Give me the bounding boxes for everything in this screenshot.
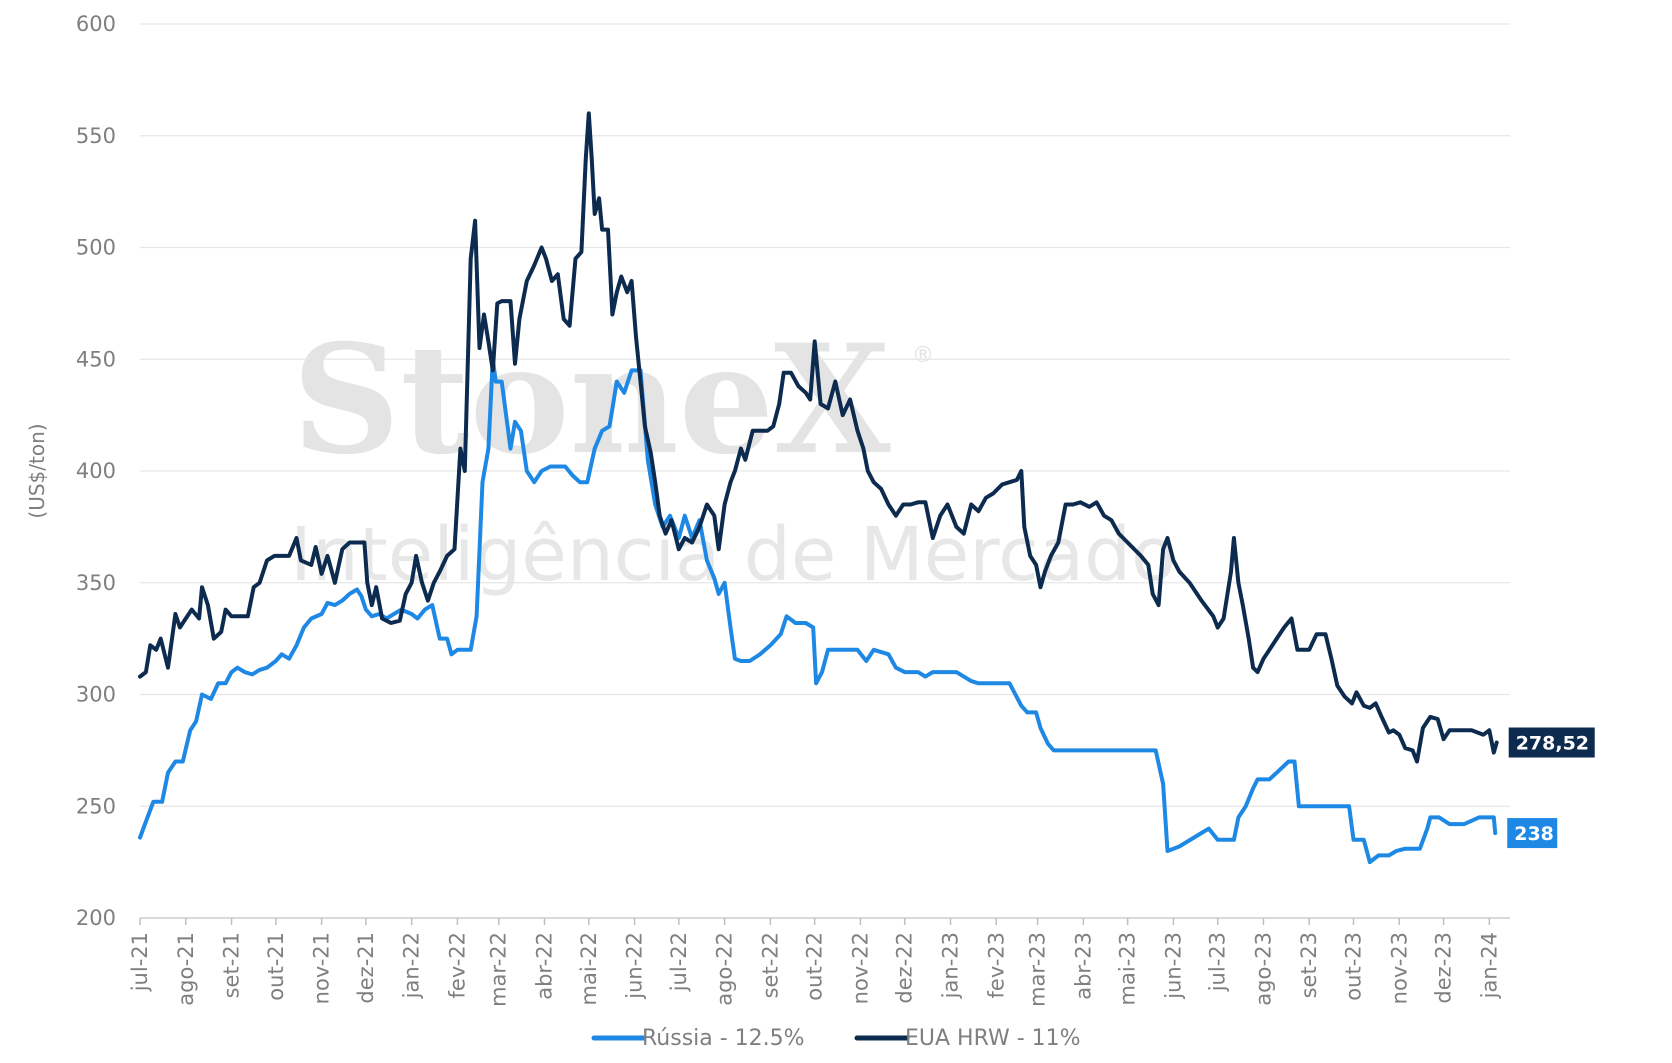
x-tick-label: jan-22: [400, 932, 424, 999]
stonex-watermark: StoneX ® Inteligência de Mercado: [290, 312, 1176, 598]
x-tick-label: fev-23: [984, 932, 1008, 998]
gridlines: [140, 23, 1510, 919]
end-labels: 238 278,52: [1507, 727, 1595, 849]
x-tick-label: jul-23: [1206, 932, 1230, 992]
x-tick-label: out-23: [1342, 932, 1366, 1001]
x-tick-label: abr-22: [533, 932, 557, 1000]
y-tick-label: 300: [76, 683, 116, 707]
x-tick-label: mai-23: [1116, 932, 1140, 1005]
x-tick-label: fev-22: [445, 932, 469, 998]
end-label-value: 238: [1514, 823, 1554, 845]
x-tick-label: nov-23: [1387, 932, 1411, 1004]
y-tick-label: 200: [76, 906, 116, 930]
x-tick-label: set-23: [1297, 932, 1321, 998]
y-tick-label: 450: [76, 347, 116, 371]
x-tick-label: jan-23: [938, 932, 962, 999]
x-tick-label: set-22: [758, 932, 782, 998]
y-tick-label: 350: [76, 571, 116, 595]
watermark-registered-mark: ®: [912, 343, 934, 368]
x-axis: jul-21 ago-21 set-21 out-21 nov-21 dez-21 jan-…: [128, 918, 1501, 1007]
x-tick-label: jul-22: [667, 932, 691, 992]
y-tick-label: 500: [76, 236, 116, 260]
x-tick-label: nov-21: [310, 932, 334, 1004]
y-tick-label: 250: [76, 794, 116, 818]
y-tick-label: 600: [76, 12, 116, 36]
series-line-1: [138, 111, 1499, 764]
y-tick-label: 400: [76, 459, 116, 483]
x-tick-label: out-21: [264, 932, 288, 1001]
end-label-box: [1507, 818, 1558, 849]
x-tick-label: set-21: [220, 932, 244, 998]
y-tick-label: 550: [76, 124, 116, 148]
y-axis-title: (US$/ton): [25, 423, 49, 518]
x-tick-label: out-22: [803, 932, 827, 1001]
x-tick-label: ago-22: [713, 932, 737, 1006]
x-tick-label: jan-24: [1477, 932, 1501, 999]
x-tick-label: dez-22: [893, 932, 917, 1004]
legend-label: Rússia - 12.5%: [642, 1026, 805, 1051]
end-label-box: [1508, 727, 1595, 758]
x-tick-label: dez-21: [354, 932, 378, 1004]
x-tick-label: dez-23: [1432, 932, 1456, 1004]
x-tick-label: mar-23: [1026, 932, 1050, 1007]
x-tick-label: ago-23: [1251, 932, 1275, 1006]
end-label-value: 278,52: [1516, 733, 1589, 755]
x-tick-label: abr-23: [1071, 932, 1095, 1000]
x-tick-label: mar-22: [487, 932, 511, 1007]
x-tick-label: jul-21: [128, 932, 152, 992]
series-line-0: [138, 357, 1498, 865]
x-tick-label: jun-23: [1161, 932, 1185, 1000]
x-tick-label: ago-21: [174, 932, 198, 1006]
x-tick-label: jun-22: [623, 932, 647, 1000]
legend: Rússia - 12.5% EUA HRW - 11%: [591, 1026, 1081, 1051]
series-layer: [138, 111, 1499, 865]
y-axis-ticks: 200 250 300 350 400 450 500 550 600: [76, 12, 116, 930]
legend-label: EUA HRW - 11%: [905, 1026, 1081, 1051]
x-tick-label: nov-22: [848, 932, 872, 1004]
x-tick-label: mai-22: [577, 932, 601, 1005]
